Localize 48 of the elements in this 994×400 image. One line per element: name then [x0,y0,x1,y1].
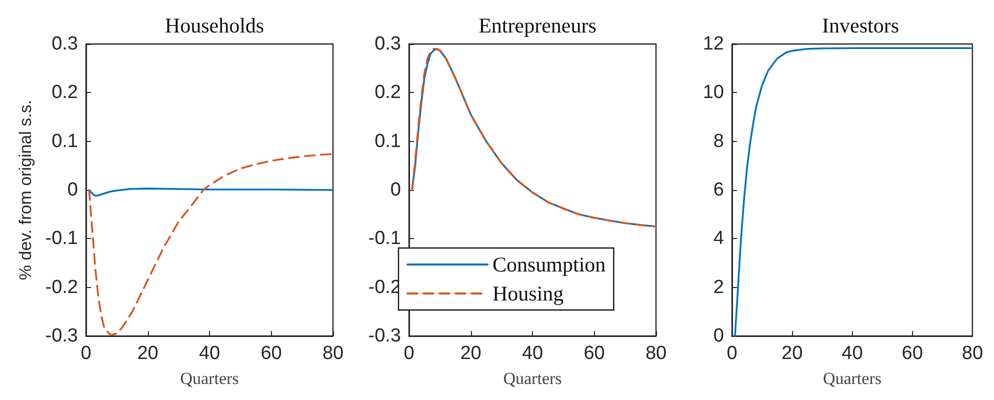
chart-title: Investors [822,14,899,38]
y-tick-label: 0 [67,180,78,200]
x-axis-title: Quarters [180,369,239,388]
legend-label: Consumption [492,252,606,276]
line-series [411,48,657,228]
line-series [88,153,334,336]
y-tick-label: 0 [390,180,401,200]
x-tick-label: 0 [726,343,738,364]
x-tick-label: 60 [584,343,605,364]
y-tick-label: 0.3 [374,34,401,54]
x-tick-label: 40 [198,343,220,364]
y-tick-label: 8 [713,130,724,152]
x-tick-label: 80 [962,343,984,364]
line-series [734,47,974,337]
y-tick-label: -0.3 [368,326,401,346]
x-tick-label: 80 [645,343,667,364]
y-tick-label: 0.2 [374,82,401,104]
y-tick-label: -0.1 [368,228,401,250]
y-tick-label: -0.2 [45,276,78,298]
x-tick-label: 60 [260,343,282,364]
y-tick-label: 0.1 [374,130,401,152]
x-tick-label: 20 [782,343,803,364]
y-tick-label: 0 [713,326,724,346]
y-tick-label: 10 [702,82,724,104]
x-tick-label: 40 [522,343,544,364]
y-tick-label: 4 [713,228,724,250]
y-tick-label: -0.3 [45,326,78,346]
y-tick-label: 0.3 [52,34,78,54]
x-tick-label: 0 [80,343,92,364]
y-tick-label: 6 [713,180,724,200]
chart-title: Households [164,14,264,38]
x-tick-label: 60 [902,343,923,364]
y-tick-label: 0.2 [52,82,78,104]
y-tick-label: 0.1 [52,130,78,152]
x-tick-label: 0 [404,343,414,364]
x-axis-title: Quarters [822,369,882,388]
y-axis-title: % dev. from original s.s. [16,100,35,280]
y-tick-label: 12 [702,34,724,54]
x-tick-label: 20 [137,343,158,364]
legend-label: Housing [492,282,564,306]
x-tick-label: 20 [460,343,482,364]
x-tick-label: 80 [322,343,344,364]
y-tick-label: 2 [713,276,724,298]
x-tick-label: 40 [842,343,863,364]
x-axis-title: Quarters [503,369,562,388]
line-series [88,188,334,197]
y-tick-label: -0.1 [45,228,78,250]
chart-title: Entrepreneurs [478,14,596,38]
